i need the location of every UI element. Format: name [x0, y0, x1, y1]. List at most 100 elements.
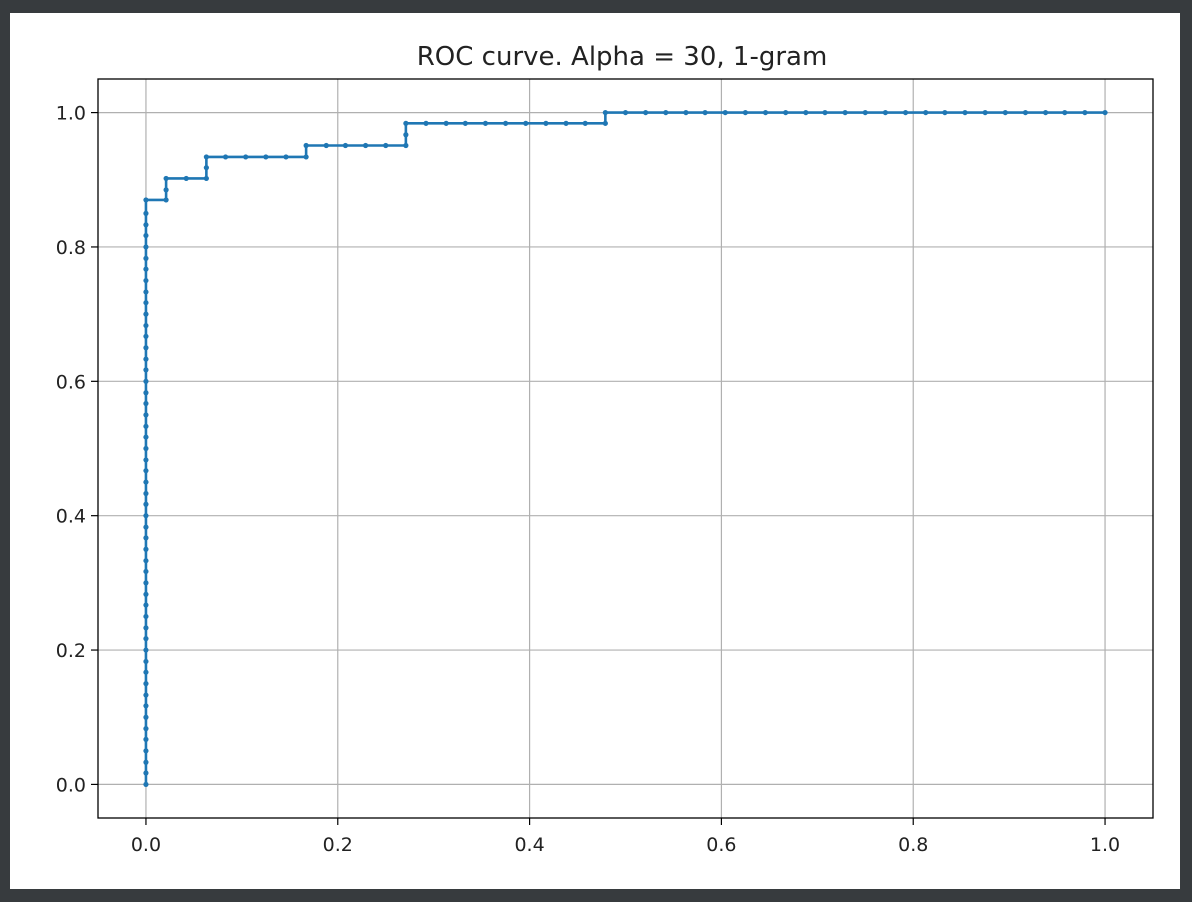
roc-point	[143, 445, 149, 452]
roc-point	[143, 479, 149, 485]
roc-point	[503, 120, 509, 126]
roc-point	[143, 669, 149, 675]
roc-point	[342, 142, 349, 149]
roc-point	[243, 154, 249, 160]
roc-point	[143, 681, 149, 687]
roc-point	[602, 120, 608, 126]
roc-point	[143, 703, 149, 709]
roc-point	[1062, 109, 1068, 116]
roc-point	[283, 154, 289, 160]
roc-point	[143, 423, 149, 429]
roc-point	[143, 692, 149, 698]
roc-point	[203, 165, 209, 171]
roc-point	[582, 120, 588, 126]
roc-point	[143, 345, 149, 351]
y-tick-label: 0.8	[56, 237, 86, 259]
roc-point	[403, 120, 409, 126]
roc-point	[143, 736, 149, 743]
roc-point	[1042, 109, 1049, 116]
roc-point	[563, 120, 569, 126]
roc-point	[143, 613, 149, 620]
roc-point	[143, 277, 149, 284]
y-tick-label: 0.4	[56, 506, 86, 528]
roc-point	[143, 501, 149, 507]
roc-point	[923, 109, 929, 116]
x-tick-label: 0.6	[706, 834, 736, 856]
roc-point	[143, 558, 149, 564]
series-roc	[143, 109, 1108, 788]
roc-point	[803, 109, 809, 116]
roc-point	[143, 490, 149, 497]
roc-point	[143, 222, 149, 228]
y-tick-label: 0.6	[56, 371, 86, 393]
roc-point	[822, 109, 828, 116]
roc-point	[143, 311, 149, 317]
y-tick-label: 0.0	[56, 774, 86, 796]
roc-point	[143, 781, 149, 788]
roc-point	[143, 602, 149, 608]
roc-point	[143, 658, 149, 665]
roc-point	[722, 109, 728, 116]
roc-point	[663, 109, 669, 116]
roc-point	[263, 154, 269, 160]
roc-point	[902, 109, 909, 116]
y-tick-label: 1.0	[56, 103, 86, 125]
x-axis: 0.0 0.2 0.4 0.6 0.8 1.0	[131, 818, 1120, 856]
grid	[98, 79, 1153, 818]
roc-point	[143, 266, 149, 272]
roc-point	[143, 197, 149, 203]
roc-point	[783, 109, 789, 116]
roc-point	[762, 109, 769, 116]
roc-point	[702, 109, 708, 116]
x-tick-label: 1.0	[1090, 834, 1120, 856]
roc-point	[462, 120, 468, 126]
roc-point	[1102, 109, 1108, 116]
roc-point	[143, 714, 149, 720]
roc-point	[143, 390, 149, 396]
roc-point	[163, 187, 169, 193]
roc-point	[143, 289, 149, 295]
roc-point	[143, 636, 149, 642]
roc-point	[143, 535, 149, 541]
roc-point	[982, 109, 988, 116]
roc-point	[143, 412, 149, 418]
roc-point	[622, 109, 629, 116]
roc-point	[1022, 109, 1029, 116]
roc-point	[742, 109, 748, 116]
roc-point	[942, 109, 948, 116]
roc-chart: ROC curve. Alpha = 30, 1-gram 0.0 0.2 0.4 0…	[56, 42, 1154, 856]
x-tick-label: 0.2	[323, 834, 353, 856]
roc-point	[163, 197, 169, 203]
roc-point	[362, 142, 369, 149]
roc-point	[143, 300, 149, 306]
roc-point	[143, 591, 149, 597]
y-axis: 0.0 0.2 0.4 0.6 0.8 1.0	[56, 103, 98, 796]
roc-point	[443, 120, 449, 126]
roc-point	[303, 154, 309, 160]
roc-point	[143, 210, 149, 216]
roc-point	[143, 378, 149, 384]
roc-point	[143, 400, 149, 407]
roc-point	[143, 322, 149, 329]
roc-point	[303, 142, 309, 149]
roc-point	[143, 232, 149, 239]
roc-point	[143, 333, 149, 339]
chart-title: ROC curve. Alpha = 30, 1-gram	[417, 42, 828, 72]
roc-point	[1082, 109, 1088, 116]
roc-point	[403, 142, 409, 149]
roc-point	[143, 580, 149, 586]
roc-point	[143, 748, 149, 754]
roc-point	[143, 468, 149, 474]
roc-point	[602, 109, 608, 116]
roc-point	[643, 109, 649, 116]
axes-frame	[97, 78, 1154, 819]
roc-point	[143, 524, 149, 530]
roc-point	[143, 356, 149, 362]
roc-point	[143, 546, 149, 552]
roc-point	[882, 109, 889, 116]
roc-point	[143, 255, 149, 261]
roc-point	[683, 109, 689, 116]
roc-point	[862, 109, 868, 116]
roc-point	[423, 120, 429, 126]
roc-point	[143, 434, 149, 440]
